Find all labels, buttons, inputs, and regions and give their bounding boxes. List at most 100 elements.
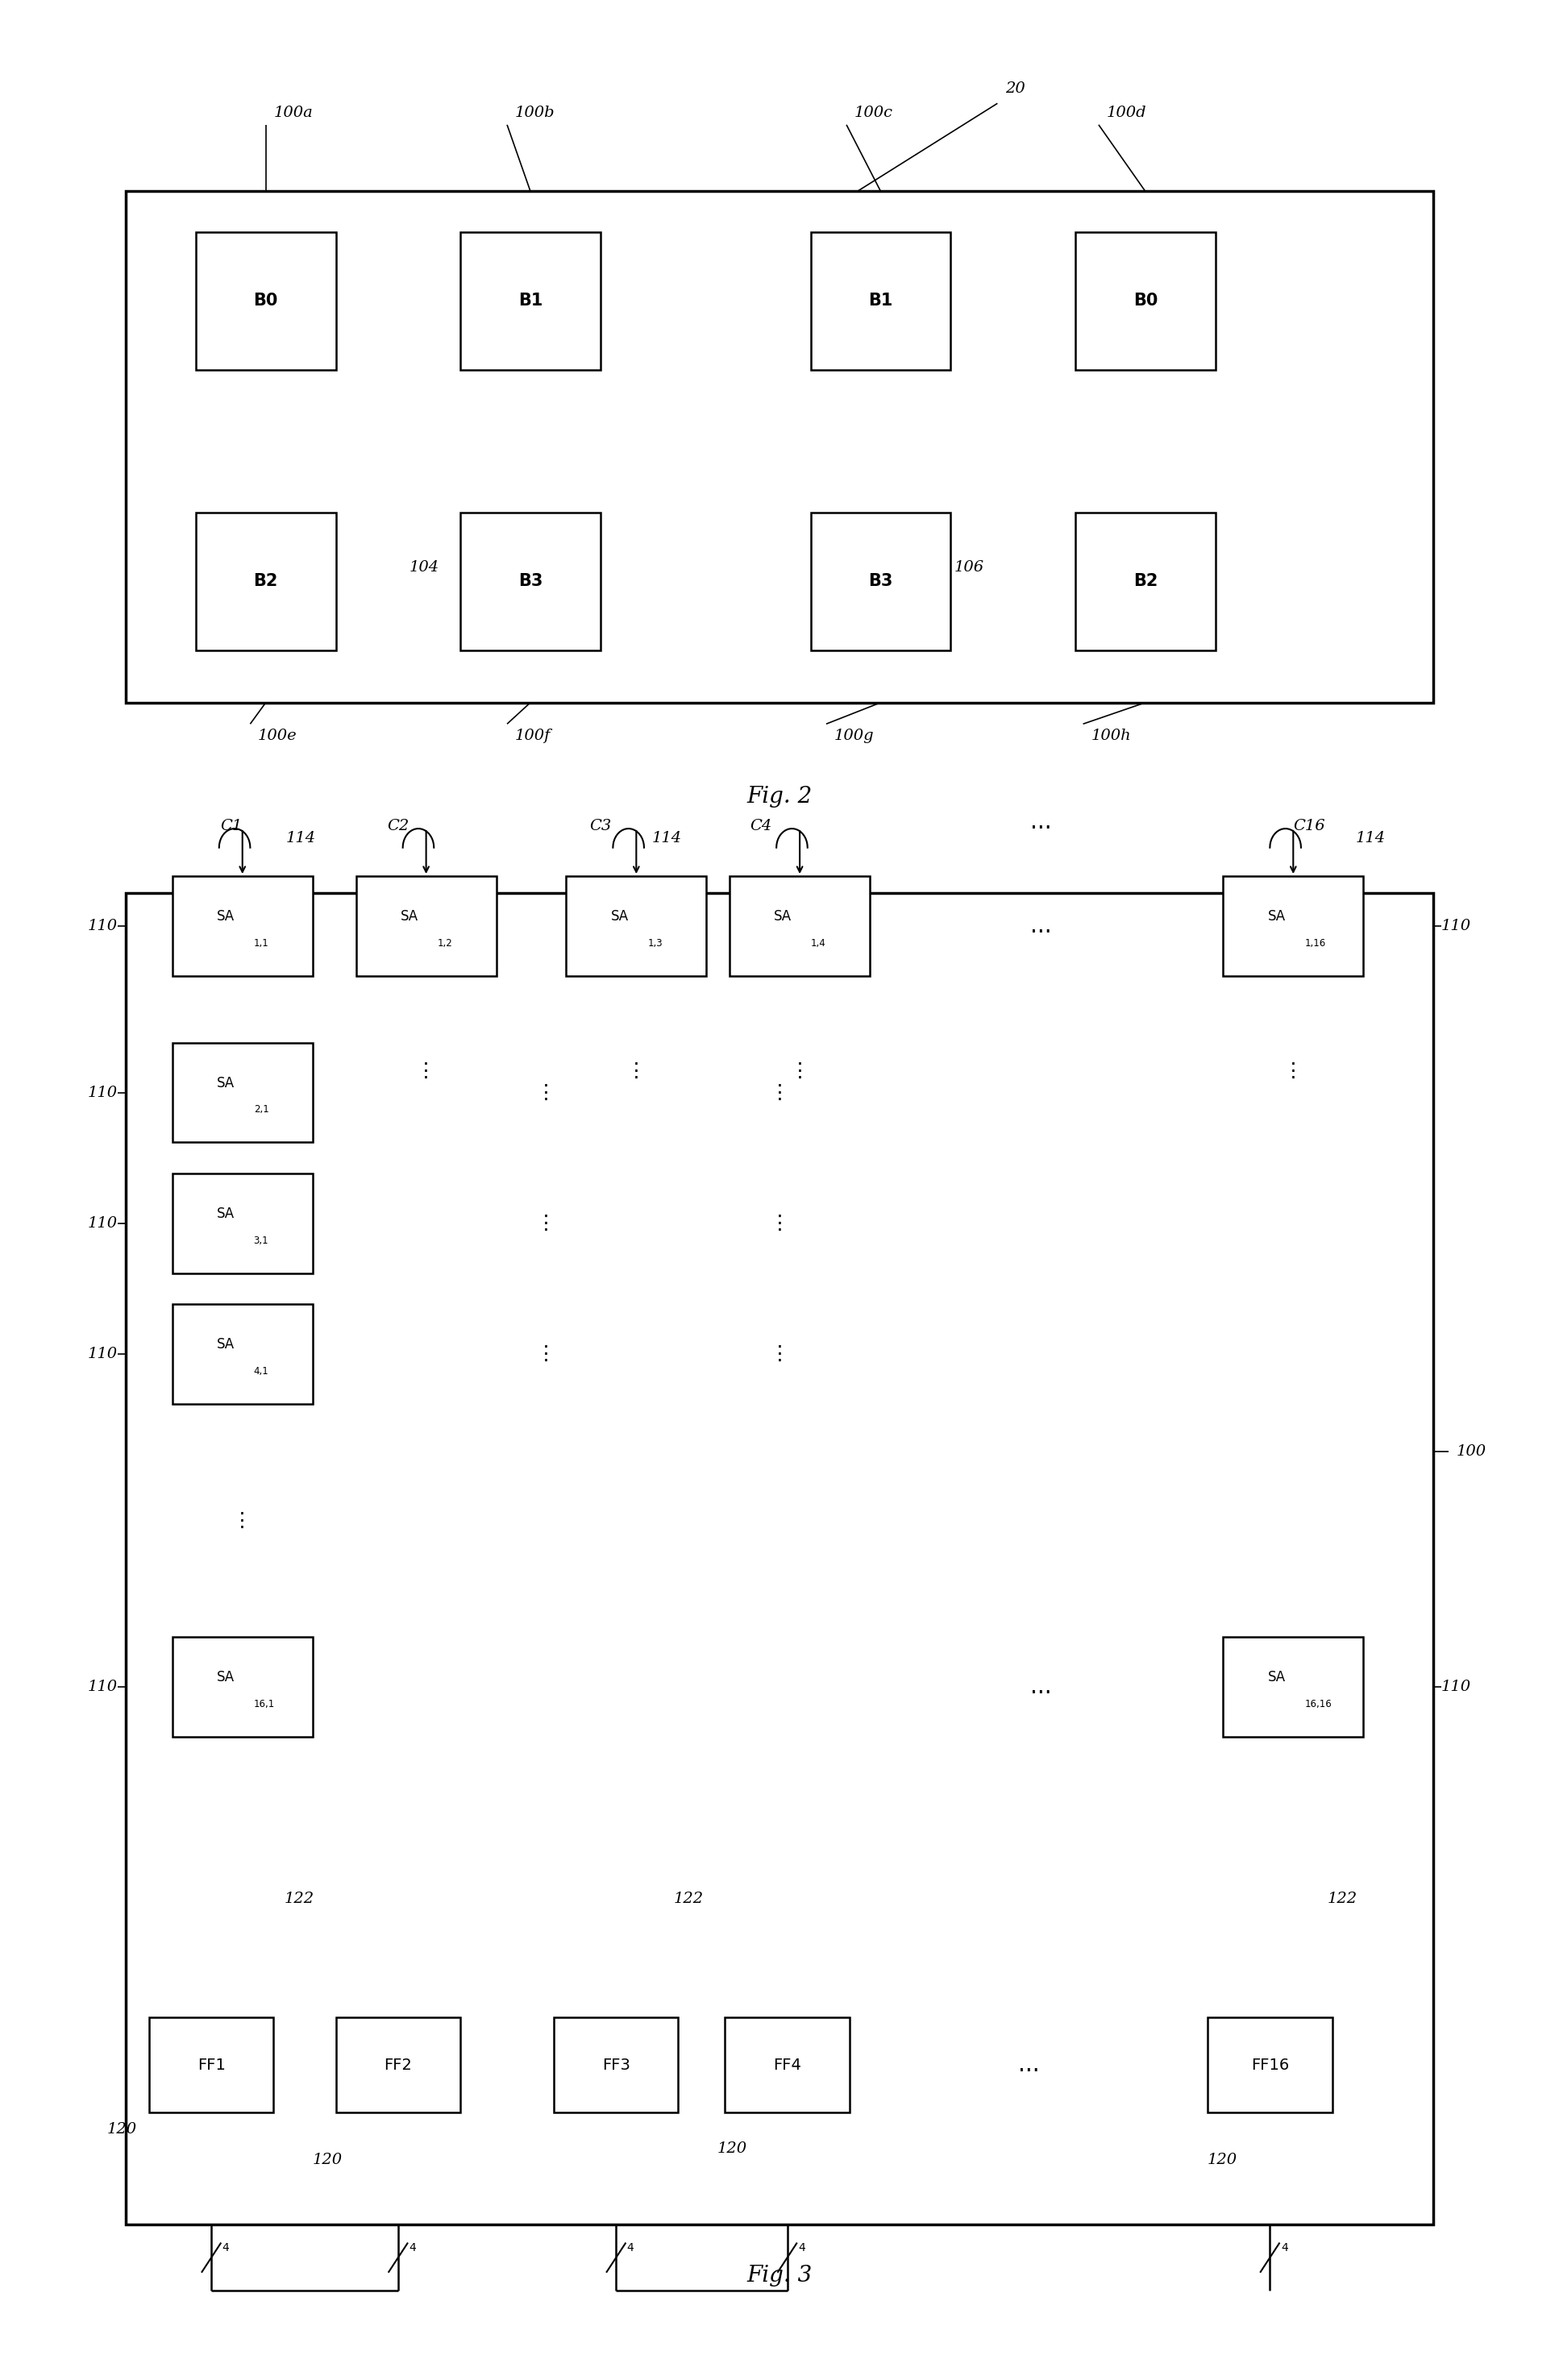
Bar: [196, 231, 335, 369]
Text: SA: SA: [773, 909, 792, 923]
Text: 4: 4: [798, 2242, 806, 2254]
Bar: [196, 512, 335, 650]
Text: 1,1: 1,1: [254, 938, 268, 950]
Text: 110: 110: [87, 1680, 118, 1695]
Text: B0: B0: [1133, 293, 1158, 309]
Bar: [150, 2018, 273, 2113]
Bar: [126, 190, 1433, 702]
Text: 110: 110: [87, 1085, 118, 1100]
Text: ⋮: ⋮: [1283, 1061, 1303, 1081]
Bar: [173, 1042, 312, 1142]
Text: 110: 110: [87, 1216, 118, 1230]
Text: 110: 110: [87, 919, 118, 933]
Text: FF3: FF3: [602, 2056, 630, 2073]
Text: 100f: 100f: [514, 728, 550, 743]
Text: B2: B2: [254, 574, 278, 590]
Text: 3,1: 3,1: [254, 1235, 268, 1245]
Bar: [335, 2018, 460, 2113]
Text: 122: 122: [673, 1892, 703, 1906]
Bar: [173, 1304, 312, 1404]
Text: 2,1: 2,1: [254, 1104, 268, 1114]
Bar: [1224, 876, 1363, 976]
Bar: [725, 2018, 850, 2113]
Text: C2: C2: [387, 819, 408, 833]
Text: Fig. 3: Fig. 3: [747, 2266, 812, 2287]
Bar: [1076, 231, 1216, 369]
Bar: [460, 231, 600, 369]
Bar: [173, 876, 312, 976]
Text: 20: 20: [1006, 81, 1026, 95]
Text: ...: ...: [1030, 1676, 1052, 1699]
Text: 100g: 100g: [834, 728, 875, 743]
Text: ⋮: ⋮: [416, 1061, 437, 1081]
Text: 1,16: 1,16: [1305, 938, 1325, 950]
Text: 120: 120: [108, 2123, 137, 2137]
Text: B2: B2: [1133, 574, 1158, 590]
Text: C4: C4: [750, 819, 772, 833]
Bar: [811, 512, 951, 650]
Text: ⋮: ⋮: [790, 1061, 809, 1081]
Text: SA: SA: [1267, 1671, 1285, 1685]
Text: 110: 110: [1441, 1680, 1472, 1695]
Text: ...: ...: [1018, 2054, 1040, 2075]
Text: 100: 100: [1456, 1445, 1487, 1459]
Text: 110: 110: [87, 1347, 118, 1361]
Text: B1: B1: [868, 293, 893, 309]
Text: 114: 114: [285, 831, 316, 845]
Text: SA: SA: [217, 1207, 234, 1221]
Text: 1,3: 1,3: [647, 938, 663, 950]
Text: SA: SA: [401, 909, 418, 923]
Text: 100d: 100d: [1107, 105, 1146, 119]
Bar: [1076, 512, 1216, 650]
Text: FF2: FF2: [384, 2056, 412, 2073]
Text: 4: 4: [223, 2242, 229, 2254]
Text: 114: 114: [1355, 831, 1386, 845]
Bar: [355, 876, 496, 976]
Text: FF4: FF4: [773, 2056, 801, 2073]
Text: 4: 4: [1281, 2242, 1288, 2254]
Bar: [460, 512, 600, 650]
Text: C16: C16: [1292, 819, 1325, 833]
Bar: [811, 231, 951, 369]
Text: 100e: 100e: [257, 728, 298, 743]
Text: B1: B1: [518, 293, 543, 309]
Text: 1,2: 1,2: [438, 938, 452, 950]
Text: FF16: FF16: [1250, 2056, 1289, 2073]
Text: ⋮: ⋮: [770, 1214, 789, 1233]
Text: 122: 122: [1327, 1892, 1358, 1906]
Bar: [566, 876, 706, 976]
Text: 114: 114: [652, 831, 681, 845]
Text: ⋮: ⋮: [232, 1511, 253, 1530]
Text: SA: SA: [217, 1338, 234, 1352]
Text: B0: B0: [254, 293, 278, 309]
Text: SA: SA: [217, 1671, 234, 1685]
Text: 120: 120: [1208, 2154, 1238, 2168]
Text: ⋮: ⋮: [770, 1345, 789, 1364]
Text: C3: C3: [589, 819, 611, 833]
Text: ⋮: ⋮: [770, 1083, 789, 1102]
Bar: [1208, 2018, 1331, 2113]
Text: 4: 4: [627, 2242, 635, 2254]
Text: 106: 106: [954, 559, 984, 574]
Bar: [553, 2018, 678, 2113]
Text: 16,16: 16,16: [1305, 1699, 1331, 1709]
Text: 1,4: 1,4: [811, 938, 826, 950]
Text: ⋮: ⋮: [536, 1083, 557, 1102]
Text: ⋮: ⋮: [536, 1345, 557, 1364]
Text: 100h: 100h: [1091, 728, 1130, 743]
Text: 110: 110: [1441, 919, 1472, 933]
Text: SA: SA: [217, 1076, 234, 1090]
Text: 122: 122: [284, 1892, 315, 1906]
Text: 100b: 100b: [514, 105, 555, 119]
Bar: [173, 1637, 312, 1737]
Text: SA: SA: [1267, 909, 1285, 923]
Text: ⋮: ⋮: [627, 1061, 647, 1081]
Text: 4,1: 4,1: [254, 1366, 268, 1376]
Text: Fig. 2: Fig. 2: [747, 785, 812, 807]
Bar: [730, 876, 870, 976]
Text: B3: B3: [518, 574, 543, 590]
Text: 16,1: 16,1: [254, 1699, 274, 1709]
Text: 100c: 100c: [854, 105, 893, 119]
Text: 120: 120: [312, 2154, 343, 2168]
Text: SA: SA: [611, 909, 628, 923]
